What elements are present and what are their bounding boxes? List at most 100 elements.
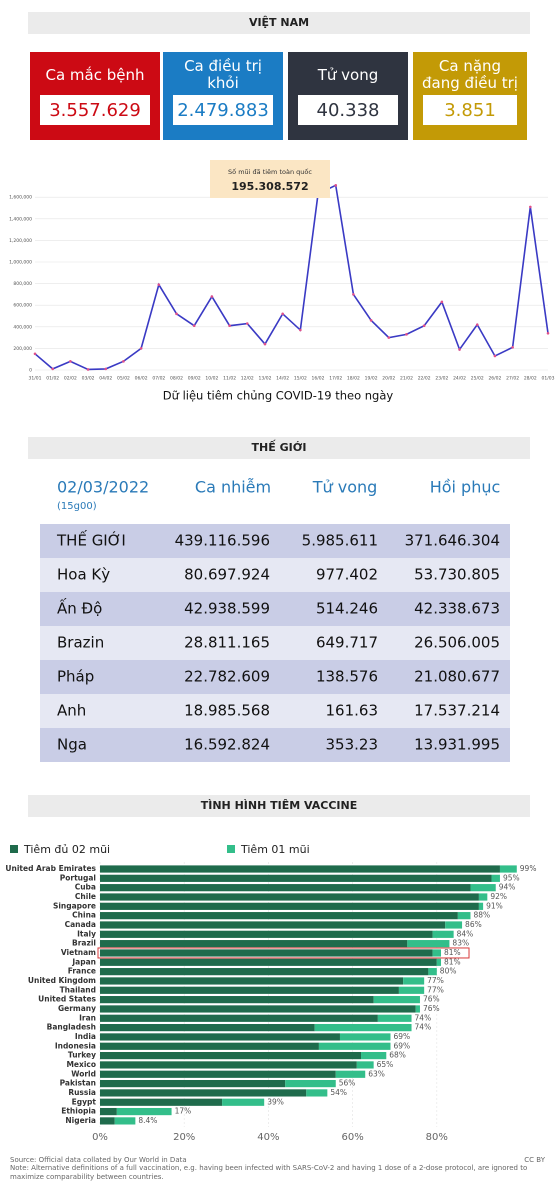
- y-tick-label: Italy: [77, 929, 96, 938]
- point: [122, 360, 125, 363]
- table-cell: 16.592.824: [184, 736, 270, 754]
- point: [440, 300, 444, 304]
- bar-segment: [100, 1014, 378, 1022]
- bar-segment: [470, 884, 496, 892]
- bar-segment: [100, 958, 437, 966]
- bar-segment: [335, 1070, 366, 1078]
- data-label: 95%: [503, 873, 520, 882]
- bar-segment: [339, 1033, 391, 1041]
- bar-segment: [100, 1070, 336, 1078]
- x-tick-label: 0%: [92, 1132, 108, 1143]
- x-tick-label: 03/02: [82, 376, 95, 382]
- table-cell: 13.931.995: [414, 736, 500, 754]
- x-tick-label: 27/02: [506, 376, 519, 382]
- table-cell: 53.730.805: [414, 566, 500, 584]
- point: [263, 342, 267, 346]
- x-tick-label: 11/02: [223, 376, 236, 382]
- bar-segment: [100, 977, 404, 985]
- section-header-bg: [28, 795, 530, 817]
- data-label: 63%: [368, 1069, 385, 1078]
- bar-segment: [100, 986, 399, 994]
- x-tick-label: 12/02: [241, 376, 254, 382]
- table-cell: 22.782.609: [184, 668, 270, 686]
- x-tick-label: 06/02: [135, 376, 148, 382]
- bar-segment: [415, 1005, 420, 1013]
- row-label: Hoa Kỳ: [57, 566, 110, 584]
- data-label: 94%: [499, 883, 516, 892]
- point: [387, 336, 391, 339]
- bar-segment: [100, 1107, 117, 1116]
- table-row-bg: [40, 524, 510, 558]
- source: Source: Official data collated by Our Wo…: [10, 1156, 187, 1164]
- table-cell: 21.080.677: [414, 668, 500, 686]
- bar-segment: [100, 921, 446, 929]
- y-tick-label: Turkey: [68, 1051, 96, 1060]
- y-tick-label: Vietnam: [61, 948, 96, 957]
- y-tick-label: Nigeria: [65, 1116, 96, 1125]
- highlight-box: [97, 947, 470, 959]
- x-tick-label: 09/02: [188, 376, 201, 382]
- y-tick-label: China: [72, 911, 96, 920]
- bar-segment: [318, 1042, 391, 1050]
- bar-segment: [100, 1052, 362, 1060]
- y-tick-label: Brazil: [72, 939, 96, 948]
- x-tick-label: 23/02: [435, 376, 448, 382]
- y-tick-label: 1,600,000: [9, 195, 32, 201]
- legend-swatch: [10, 845, 18, 853]
- bar-segment: [285, 1079, 336, 1088]
- section-header-bg: [28, 437, 530, 459]
- stat-card: Ca mắc bệnh 3.557.629: [30, 52, 160, 140]
- data-label: 74%: [415, 1023, 432, 1032]
- bar-segment: [100, 912, 458, 920]
- point: [299, 328, 302, 332]
- bar-segment: [100, 968, 429, 976]
- point: [475, 323, 479, 326]
- x-tick-label: 18/02: [347, 376, 360, 382]
- x-tick-label: 20/02: [382, 376, 395, 382]
- y-tick-label: Pakistan: [60, 1079, 96, 1088]
- x-tick-label: 15/02: [294, 376, 307, 382]
- y-tick-label: World: [71, 1069, 96, 1078]
- point: [86, 368, 90, 371]
- bar-segment: [116, 1107, 172, 1116]
- y-tick-label: Russia: [68, 1088, 96, 1097]
- stat-label: Ca nặng đang điều trị: [422, 57, 518, 92]
- bar-segment: [407, 940, 450, 948]
- data-label: 17%: [175, 1107, 192, 1116]
- data-label: 99%: [520, 864, 537, 873]
- y-tick-label: Canada: [65, 920, 96, 929]
- data-label: 68%: [389, 1051, 406, 1060]
- point: [51, 367, 54, 371]
- caption: Dữ liệu tiêm chủng COVID-19 theo ngày: [163, 389, 394, 403]
- y-tick-label: 1,200,000: [9, 238, 32, 244]
- bar-segment: [499, 865, 517, 873]
- data-label: 8.4%: [138, 1116, 157, 1125]
- table-row-bg: [40, 558, 510, 592]
- table-time: (15g00): [57, 501, 97, 512]
- x-tick-label: 04/02: [99, 376, 112, 382]
- y-tick-label: Ethiopia: [61, 1107, 96, 1116]
- table-row-bg: [40, 660, 510, 694]
- y-tick-label: Egypt: [72, 1097, 97, 1106]
- bar-segment: [100, 865, 500, 873]
- x-tick-label: 26/02: [488, 376, 501, 382]
- row-label: Brazin: [57, 634, 104, 652]
- data-label: 56%: [339, 1079, 356, 1088]
- y-tick-label: 600,000: [13, 303, 32, 309]
- point: [334, 184, 338, 187]
- y-tick-label: Singapore: [53, 901, 96, 910]
- bar-segment: [100, 940, 408, 948]
- x-tick-label: 02/02: [64, 376, 77, 382]
- table-cell: 439.116.596: [175, 532, 270, 550]
- legend-swatch: [227, 845, 235, 853]
- annotation-box: [210, 160, 330, 198]
- data-label: 92%: [490, 892, 507, 901]
- stat-value: 3.557.629: [40, 95, 150, 125]
- bar-segment: [398, 986, 425, 994]
- table-cell: 977.402: [316, 566, 378, 584]
- bar-segment: [478, 893, 488, 901]
- bar-segment: [100, 1024, 315, 1032]
- x-tick-label: 08/02: [170, 376, 183, 382]
- table-cell: 649.717: [316, 634, 378, 652]
